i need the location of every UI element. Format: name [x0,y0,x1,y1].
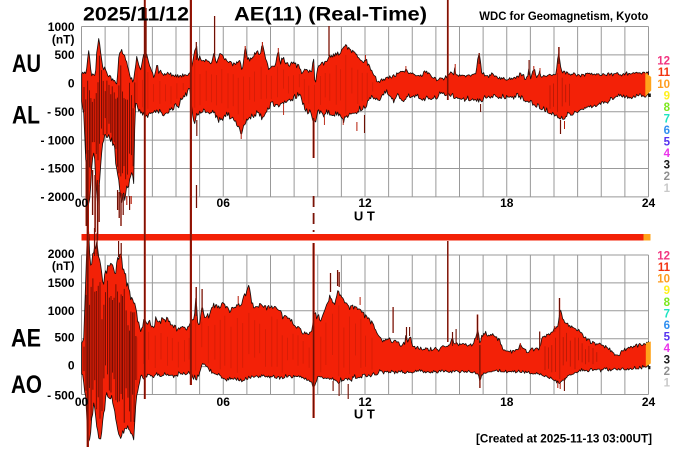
svg-text:7: 7 [664,308,670,320]
svg-text:3: 3 [664,355,670,367]
svg-text:- 2000: - 2000 [40,190,74,204]
svg-text:AE(11) (Real-Time): AE(11) (Real-Time) [234,5,427,26]
svg-text:11: 11 [658,262,671,274]
svg-text:WDC for Geomagnetism, Kyoto: WDC for Geomagnetism, Kyoto [479,9,648,23]
svg-text:- 1000: - 1000 [40,133,74,147]
svg-text:2025/11/12: 2025/11/12 [83,5,189,26]
svg-text:8: 8 [664,102,671,114]
svg-text:9: 9 [664,285,670,297]
svg-text:2: 2 [664,366,670,378]
svg-text:500: 500 [54,48,74,62]
svg-text:11: 11 [658,67,671,79]
svg-text:(nT): (nT) [52,259,75,273]
svg-text:2: 2 [664,171,670,183]
svg-text:12: 12 [657,56,670,68]
svg-text:12: 12 [358,196,372,210]
svg-text:AO: AO [11,371,42,399]
svg-text:2000: 2000 [48,247,75,261]
svg-text:4: 4 [664,148,671,160]
svg-text:1000: 1000 [48,20,75,34]
svg-text:3: 3 [664,160,670,172]
svg-text:0: 0 [68,77,75,91]
svg-text:24: 24 [642,196,656,210]
svg-text:- 1500: - 1500 [40,162,74,176]
svg-text:[Created at 2025-11-13 03:00UT: [Created at 2025-11-13 03:00UT] [476,432,652,446]
svg-text:U T: U T [354,209,375,224]
svg-text:06: 06 [217,196,231,210]
svg-text:- 500: - 500 [47,389,75,403]
svg-text:12: 12 [358,395,372,409]
svg-text:0: 0 [68,358,75,372]
svg-text:18: 18 [500,196,514,210]
svg-text:10: 10 [657,79,670,91]
svg-text:6: 6 [664,125,670,137]
svg-text:06: 06 [217,395,231,409]
svg-text:AL: AL [12,101,40,129]
svg-text:7: 7 [664,114,670,126]
svg-text:18: 18 [500,395,514,409]
svg-text:500: 500 [54,330,74,344]
svg-text:00: 00 [75,196,89,210]
svg-text:1500: 1500 [48,276,75,290]
svg-text:1: 1 [664,183,671,195]
svg-text:U T: U T [354,407,375,422]
svg-text:00: 00 [75,395,89,409]
svg-text:24: 24 [642,395,656,409]
svg-text:9: 9 [664,90,670,102]
svg-text:1: 1 [664,378,671,390]
svg-text:4: 4 [664,343,671,355]
svg-text:5: 5 [664,137,671,149]
svg-text:AE: AE [11,325,41,353]
svg-text:8: 8 [664,297,671,309]
svg-text:- 500: - 500 [47,105,75,119]
svg-text:(nT): (nT) [52,33,75,47]
svg-text:12: 12 [657,251,670,263]
svg-text:10: 10 [657,274,670,286]
svg-text:AU: AU [12,50,41,78]
svg-text:6: 6 [664,320,670,332]
svg-text:1000: 1000 [48,304,75,318]
svg-text:5: 5 [664,331,671,343]
